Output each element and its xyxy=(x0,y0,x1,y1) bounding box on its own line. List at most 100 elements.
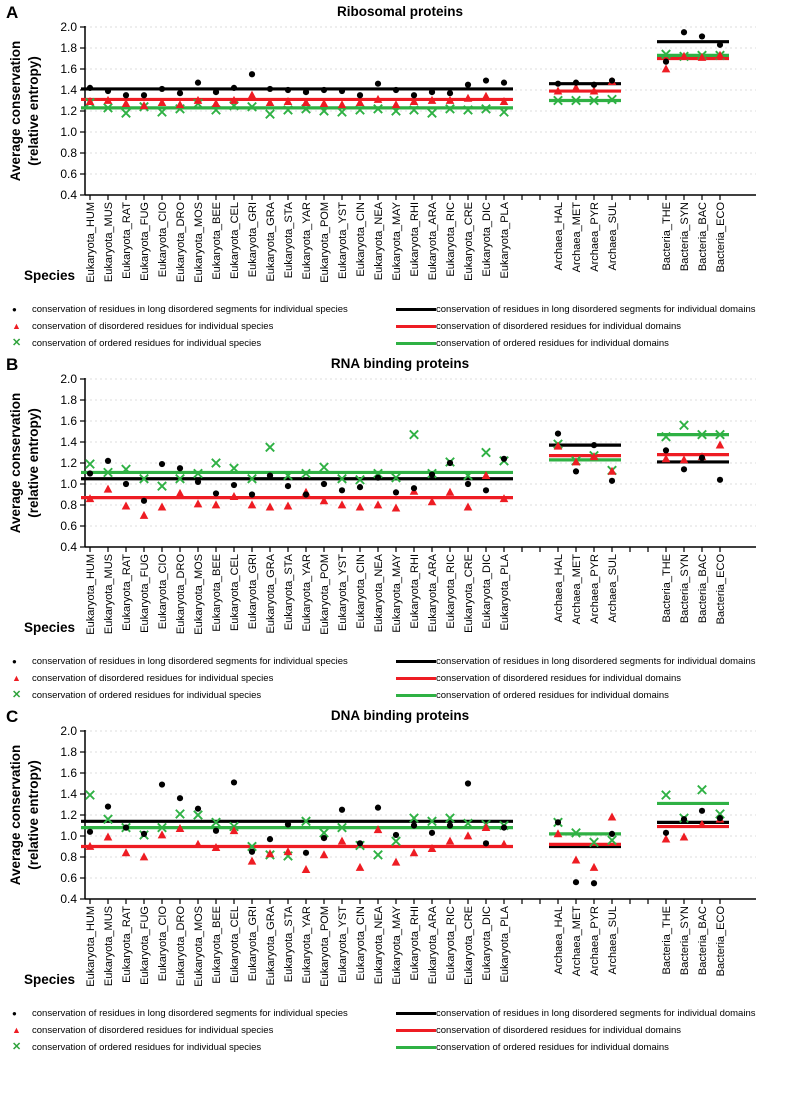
black-line-icon xyxy=(396,659,436,664)
legend-label: conservation of disordered residues for … xyxy=(436,320,682,332)
marker-dot xyxy=(662,829,670,836)
marker-triangle xyxy=(427,497,437,506)
x-tick-label: Eukaryota_YAR xyxy=(301,906,313,984)
marker-x xyxy=(409,813,419,824)
marker-dot xyxy=(392,86,400,94)
marker-x xyxy=(103,467,113,478)
marker-triangle xyxy=(463,831,473,840)
marker-x xyxy=(571,827,581,838)
x-tick-label: Eukaryota_RHI xyxy=(409,906,421,981)
x-tick-label: Archaea_MET xyxy=(571,202,583,273)
x-tick-label: Eukaryota_MOS xyxy=(193,906,205,987)
marker-dot xyxy=(320,86,328,94)
marker-triangle xyxy=(445,487,455,496)
marker-triangle xyxy=(481,823,491,831)
marker-x xyxy=(157,481,167,491)
marker-x xyxy=(571,95,581,106)
marker-x xyxy=(157,822,167,833)
marker-x xyxy=(445,813,455,824)
marker-triangle xyxy=(571,855,581,864)
x-tick-label: Eukaryota_YAR xyxy=(301,202,313,280)
x-tick-label: Eukaryota_CIN xyxy=(355,906,367,981)
x-tick-label: Bacteria_BAC xyxy=(697,202,709,271)
marker-x xyxy=(265,442,275,453)
marker-x xyxy=(175,473,185,484)
marker-x xyxy=(499,107,509,117)
legend-species-column: ● conservation of residues in long disor… xyxy=(6,655,396,702)
x-tick-label: Eukaryota_POM xyxy=(319,554,331,635)
marker-dot xyxy=(104,803,112,810)
y-axis-label: Average conservation xyxy=(8,41,23,182)
marker-dot xyxy=(356,92,364,99)
marker-triangle xyxy=(193,499,203,508)
marker-x xyxy=(355,474,365,485)
marker-dot xyxy=(122,824,130,831)
x-tick-label: Eukaryota_CIO xyxy=(157,554,169,630)
marker-dot xyxy=(374,80,382,87)
marker-dot xyxy=(248,491,256,498)
marker-triangle xyxy=(247,500,257,509)
x-tick-label: Eukaryota_PLA xyxy=(499,905,511,982)
y-tick-label: 1.0 xyxy=(60,477,77,491)
marker-triangle xyxy=(301,98,311,106)
y-tick-label: 0.6 xyxy=(60,871,77,885)
x-tick-label: Eukaryota_CIN xyxy=(355,554,367,629)
marker-triangle xyxy=(193,839,203,848)
x-marker-icon: ✕ xyxy=(12,337,22,349)
marker-x xyxy=(337,473,347,484)
legend-item-disordered-segments-species: ● conservation of residues in long disor… xyxy=(6,655,396,668)
marker-dot xyxy=(86,470,94,477)
marker-x xyxy=(715,429,725,440)
legend: ● conservation of residues in long disor… xyxy=(0,1006,798,1054)
marker-dot xyxy=(572,79,580,86)
legend-label: conservation of ordered residues for ind… xyxy=(32,1041,262,1053)
x-tick-label: Eukaryota_DIC xyxy=(481,906,493,981)
x-tick-label: Eukaryota_ARA xyxy=(427,905,439,984)
marker-dot xyxy=(680,466,688,473)
x-tick-label: Eukaryota_CEL xyxy=(229,906,241,983)
marker-x xyxy=(697,429,707,440)
legend-item-ordered-residues-domains: conservation of ordered residues for ind… xyxy=(396,337,755,350)
y-tick-label: 1.6 xyxy=(60,414,77,428)
legend-label: conservation of disordered residues for … xyxy=(436,1024,682,1036)
marker-dot xyxy=(590,81,598,88)
x-tick-label: Archaea_SUL xyxy=(607,554,619,623)
marker-triangle xyxy=(589,452,599,461)
marker-dot xyxy=(482,840,490,847)
marker-dot xyxy=(356,840,364,847)
marker-dot xyxy=(356,484,364,491)
marker-x xyxy=(481,447,491,458)
marker-x xyxy=(265,109,275,120)
marker-dot xyxy=(464,480,472,488)
marker-dot xyxy=(410,485,418,492)
marker-dot xyxy=(86,828,94,835)
marker-triangle xyxy=(571,457,581,466)
marker-dot xyxy=(374,804,382,811)
x-tick-label: Bacteria_THE xyxy=(661,554,673,622)
x-tick-label: Eukaryota_DRO xyxy=(175,906,187,987)
x-axis-title: Species xyxy=(24,620,75,635)
marker-x xyxy=(193,810,203,820)
marker-dot xyxy=(194,805,202,812)
legend-domains-column: conservation of residues in long disorde… xyxy=(396,1007,755,1054)
marker-x xyxy=(247,473,257,484)
x-tick-label: Eukaryota_GRI xyxy=(247,906,259,981)
marker-dot xyxy=(104,457,112,464)
x-tick-label: Eukaryota_MOS xyxy=(193,554,205,635)
marker-triangle xyxy=(157,830,167,839)
marker-triangle xyxy=(85,494,95,503)
marker-dot xyxy=(338,487,346,494)
marker-x xyxy=(229,463,239,474)
legend-item-ordered-residues-domains: conservation of ordered residues for ind… xyxy=(396,689,755,702)
marker-x xyxy=(391,472,401,483)
marker-triangle xyxy=(715,440,725,449)
marker-x xyxy=(391,836,401,847)
marker-triangle xyxy=(157,98,167,106)
legend-label: conservation of ordered residues for ind… xyxy=(32,689,262,701)
marker-dot xyxy=(176,795,184,802)
marker-dot xyxy=(716,815,724,822)
y-tick-label: 0.4 xyxy=(60,188,77,202)
marker-dot xyxy=(140,92,148,99)
panel-ribosomal-proteins: 2.0 1.8 1.6 1.4 1.2 1.0 0.8 0.6 0.4 Eukaryota_HUM… xyxy=(0,2,798,350)
y-axis-label: (relative entropy) xyxy=(26,56,41,166)
